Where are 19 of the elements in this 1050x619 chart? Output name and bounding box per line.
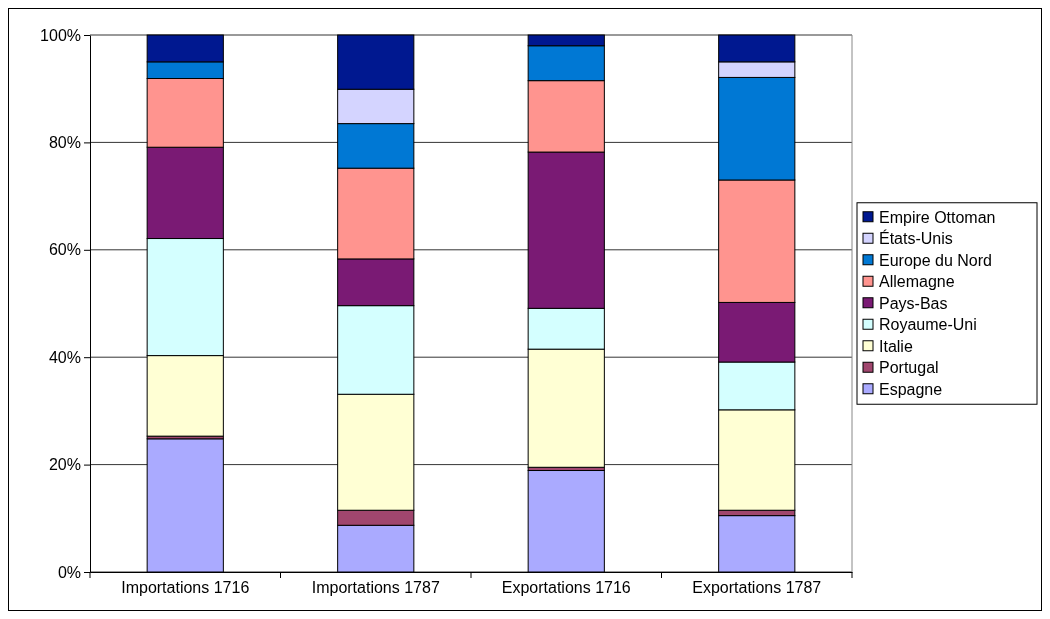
y-tick-label: 60%: [48, 241, 81, 259]
x-tick-label: Importations 1787: [311, 578, 440, 596]
y-tick-label: 100%: [40, 26, 81, 44]
x-tick-label: Exportations 1787: [692, 578, 822, 596]
legend-label: Europe du Nord: [879, 251, 992, 269]
legend-label: États-Unis: [879, 229, 953, 248]
legend-label: Italie: [879, 337, 913, 355]
legend-label: Pays-Bas: [879, 294, 948, 312]
y-tick-label: 80%: [48, 134, 81, 152]
legend-label: Allemagne: [879, 273, 955, 291]
legend-label: Portugal: [879, 359, 939, 377]
x-tick-label: Importations 1716: [121, 578, 250, 596]
y-tick-label: 0%: [57, 563, 81, 581]
y-tick-label: 40%: [48, 348, 81, 366]
legend-label: Empire Ottoman: [879, 208, 996, 226]
legend-label: Espagne: [879, 380, 943, 398]
legend-label: Royaume-Uni: [879, 316, 977, 334]
x-tick-label: Exportations 1716: [501, 578, 631, 596]
y-tick-label: 20%: [48, 456, 81, 474]
